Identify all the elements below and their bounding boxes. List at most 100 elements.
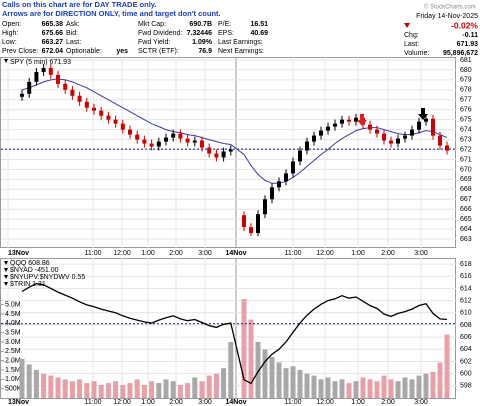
time-label: 13Nov: [8, 250, 29, 257]
y-tick-label: 2.5M: [5, 348, 21, 355]
legend-marker: [4, 282, 8, 286]
candle-body: [242, 215, 246, 228]
candle-body: [221, 151, 226, 158]
time-label: 2:00: [381, 399, 395, 406]
field-label: Optionable:: [66, 48, 102, 55]
candle-body: [354, 117, 358, 122]
volume-bar: [105, 383, 111, 398]
volume-bar: [120, 384, 126, 398]
volume-bar: [62, 379, 68, 398]
note-line: Arrows are for DIRECTION ONLY, time and …: [2, 9, 221, 18]
candle-body: [99, 110, 104, 116]
field-label: Fwd Yield:: [138, 39, 170, 46]
time-label: 2:00: [169, 399, 183, 406]
y2-tick-label: 616: [460, 273, 472, 280]
volume-bar: [156, 383, 162, 398]
volume-bar: [311, 375, 317, 398]
y-tick-label: 673: [460, 136, 472, 143]
volume-bar: [185, 383, 191, 398]
candle-body: [228, 149, 233, 152]
candle-body: [192, 140, 197, 143]
legend-label: $NYAD -451.00: [10, 267, 59, 274]
volume-bar: [416, 375, 422, 398]
candle-body: [256, 214, 260, 234]
y-tick-label: 672: [460, 146, 472, 153]
volume-bar: [269, 356, 275, 398]
candle-body: [149, 143, 154, 147]
volume-bar: [325, 377, 331, 398]
field-label: Prev Close:: [2, 48, 38, 55]
time-label: 12:00: [113, 399, 131, 406]
y-tick-label: 676: [460, 107, 472, 114]
volume-bar: [26, 364, 32, 398]
volume-bar: [141, 384, 147, 398]
time-label: 12:00: [316, 399, 334, 406]
y-tick-label: 3.5M: [5, 330, 21, 337]
candle-body: [445, 145, 449, 151]
field-label: Bid:: [66, 30, 78, 37]
candle-body: [263, 199, 267, 215]
y-tick-label: 668: [460, 186, 472, 193]
legend-marker: [4, 275, 8, 279]
volume-bar: [297, 370, 303, 398]
field-value: 7.32446: [187, 30, 212, 37]
field-label: Ask:: [66, 21, 80, 28]
volume-bar: [346, 383, 352, 398]
candle-body: [27, 81, 32, 94]
candle-body: [164, 137, 168, 142]
volume-bar: [437, 362, 443, 398]
series-line: [21, 282, 448, 385]
volume-bar: [332, 381, 338, 398]
plots: 663 664 665 666 667 668 669 670 671 672 673 674 675 6…: [1, 57, 472, 406]
field-label: Last Earnings:: [218, 39, 263, 46]
y2-tick-label: 602: [460, 358, 472, 365]
y-tick-label: 5.0M: [5, 302, 21, 309]
moving-average: [21, 78, 448, 184]
volume-bar: [423, 373, 429, 398]
volume-bar: [69, 381, 75, 398]
volume-bar: [241, 299, 247, 398]
legend-marker: [4, 59, 8, 63]
field-value: 40.69: [250, 30, 268, 37]
candle-body: [178, 133, 183, 139]
field-label: High:: [2, 30, 18, 37]
candle-body: [382, 133, 386, 141]
time-label: 2:00: [169, 250, 183, 257]
y2-tick-label: 614: [460, 285, 472, 292]
y-tick-label: 2.0M: [5, 358, 21, 365]
field-label: P/E:: [218, 21, 231, 28]
candle-body: [214, 153, 219, 158]
time-label: 14Nov: [225, 250, 246, 257]
field-value: 95,896,672: [443, 50, 478, 57]
candle-body: [207, 147, 212, 154]
candle-body: [284, 173, 288, 182]
y-tick-label: 675: [460, 117, 472, 124]
field-label: Last:: [404, 41, 419, 48]
volume-bar: [199, 381, 205, 398]
time-label: 3:00: [414, 399, 428, 406]
y2-tick-label: 606: [460, 334, 472, 341]
price-panel: [0, 57, 456, 248]
legend-label: QQQ 608.86: [10, 260, 50, 267]
y-tick-label: 663: [460, 236, 472, 243]
field-value: 76.9: [198, 48, 212, 55]
candle-body: [128, 129, 132, 135]
time-label: 11:00: [285, 399, 302, 406]
y-tick-label: 664: [460, 226, 472, 233]
volume-bar: [134, 379, 140, 398]
field-label: SCTR (ETF):: [138, 48, 179, 55]
time-label: 3:00: [198, 250, 212, 257]
volume-bar: [149, 381, 155, 398]
volume-bar: [192, 377, 198, 398]
candle-body: [417, 121, 421, 130]
volume-bar: [127, 383, 133, 398]
date: Friday 14-Nov-2025: [416, 13, 478, 20]
y-tick-label: 669: [460, 176, 472, 183]
candle-body: [249, 227, 253, 234]
candle-body: [277, 181, 281, 188]
field-value: 672.04: [42, 48, 64, 55]
time-label: 1:00: [141, 250, 155, 257]
black-arrow: [418, 108, 428, 120]
volume-bar: [170, 381, 176, 398]
legend-marker: [4, 268, 8, 272]
